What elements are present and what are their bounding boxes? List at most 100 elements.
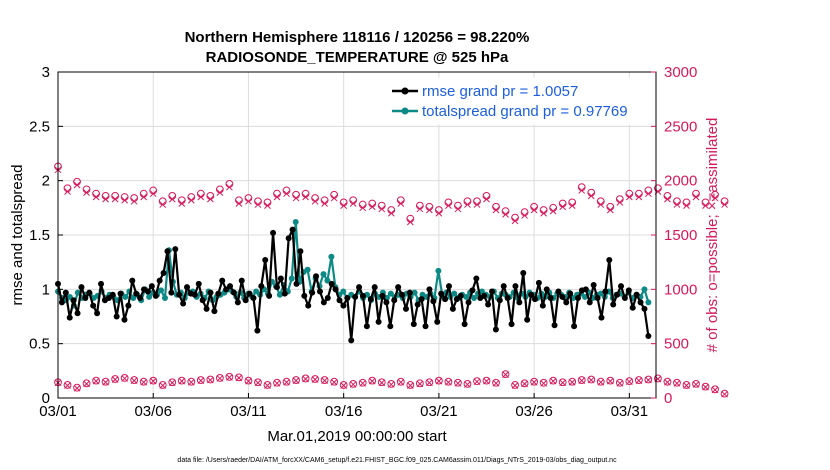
- obs-assimilated-point: [92, 193, 100, 201]
- rmse-point: [117, 290, 124, 297]
- obs-possible-point: [82, 379, 91, 388]
- rmse-point: [324, 295, 331, 302]
- obs-possible-point: [139, 377, 148, 386]
- obs-assimilated-point: [397, 378, 405, 386]
- obs-possible-point: [501, 370, 510, 378]
- rmse-point: [234, 299, 241, 306]
- totalspread-point: [324, 277, 331, 284]
- rmse-point: [430, 298, 437, 305]
- rmse-point: [289, 226, 296, 233]
- obs-possible-point: [168, 378, 177, 387]
- rmse-point: [133, 290, 140, 297]
- obs-assimilated-point: [102, 378, 109, 386]
- obs-assimilated-stroke: [64, 188, 71, 195]
- rmse-point: [246, 290, 253, 297]
- obs-assimilated-stroke: [349, 200, 357, 207]
- obs-assimilated-stroke: [530, 206, 538, 214]
- obs-assimilated-stroke: [645, 190, 652, 198]
- obs-assimilated-point: [207, 376, 214, 384]
- rmse-point: [531, 296, 538, 303]
- rmse-point: [395, 284, 402, 291]
- y-tick-label: 2: [42, 173, 50, 190]
- obs-assimilated-stroke: [464, 201, 471, 208]
- obs-possible-point: [615, 378, 624, 387]
- rmse-point: [148, 283, 155, 290]
- rmse-point: [485, 301, 492, 308]
- obs-assimilated-stroke: [492, 206, 500, 214]
- rmse-point: [168, 289, 175, 296]
- obs-assimilated-stroke: [692, 193, 700, 201]
- obs-possible-point: [263, 381, 272, 389]
- obs-assimilated-point: [435, 209, 443, 217]
- obs-assimilated-point: [111, 376, 119, 383]
- obs-assimilated-point: [426, 379, 433, 387]
- obs-assimilated-point: [321, 377, 328, 384]
- rmse-point: [387, 323, 394, 330]
- obs-assimilated-stroke: [330, 194, 338, 202]
- x-axis-label: Mar.01,2019 00:00:00 start: [267, 428, 447, 445]
- rmse-point: [348, 337, 355, 344]
- obs-assimilated-stroke: [597, 201, 605, 208]
- obs-possible-point: [682, 381, 691, 389]
- legend: rmse grand pr = 1.0057 totalspread grand…: [386, 77, 653, 125]
- obs-assimilated-point: [673, 201, 681, 208]
- obs-assimilated-point: [559, 379, 567, 387]
- rmse-point: [58, 299, 65, 306]
- obs-possible-point: [406, 381, 415, 389]
- obs-assimilated-stroke: [664, 195, 671, 203]
- obs-assimilated-point: [578, 377, 586, 384]
- obs-possible-point: [482, 376, 491, 385]
- obs-assimilated-point: [235, 200, 243, 207]
- rmse-point: [449, 305, 456, 312]
- y-right-tick-label: 500: [664, 336, 689, 353]
- obs-possible-point: [463, 379, 472, 388]
- obs-assimilated-stroke: [664, 378, 671, 386]
- obs-assimilated-stroke: [445, 378, 452, 386]
- obs-possible-point: [368, 376, 377, 385]
- obs-assimilated-point: [597, 201, 605, 208]
- rmse-point: [488, 288, 495, 295]
- obs-possible-point: [130, 376, 139, 384]
- totalspread-point: [161, 295, 168, 302]
- rmse-point: [422, 323, 429, 330]
- obs-assimilated-point: [721, 390, 728, 398]
- obs-assimilated-point: [359, 379, 367, 387]
- obs-assimilated-point: [197, 377, 205, 384]
- rmse-point: [575, 295, 582, 302]
- obs-assimilated-point: [378, 205, 386, 213]
- totalspread-point: [411, 289, 418, 296]
- obs-assimilated-point: [549, 377, 557, 385]
- obs-assimilated-point: [483, 195, 490, 203]
- rmse-point: [176, 291, 183, 298]
- obs-assimilated-point: [587, 376, 595, 384]
- obs-assimilated-stroke: [549, 207, 557, 215]
- obs-assimilated-stroke: [264, 202, 271, 210]
- obs-assimilated-point: [521, 380, 528, 388]
- obs-assimilated-point: [226, 183, 233, 191]
- rmse-point: [227, 283, 234, 290]
- obs-assimilated-stroke: [121, 375, 129, 382]
- obs-assimilated-stroke: [597, 378, 605, 386]
- rmse-point: [586, 299, 593, 306]
- rmse-point: [371, 284, 378, 291]
- rmse-point: [555, 288, 562, 295]
- rmse-point: [109, 291, 116, 298]
- obs-possible-point: [644, 375, 653, 384]
- obs-assimilated-stroke: [711, 194, 719, 202]
- obs-assimilated-stroke: [616, 199, 624, 206]
- obs-assimilated-stroke: [187, 196, 195, 204]
- obs-possible-point: [720, 197, 729, 206]
- obs-possible-point: [311, 375, 320, 383]
- obs-assimilated-point: [92, 377, 100, 385]
- obs-possible-point: [520, 379, 529, 388]
- obs-assimilated-point: [283, 190, 290, 198]
- obs-assimilated-point: [283, 378, 290, 386]
- obs-assimilated-point: [64, 188, 71, 195]
- obs-possible-point: [492, 378, 500, 387]
- y-right-tick-label: 1000: [664, 281, 697, 298]
- obs-assimilated-point: [73, 181, 81, 189]
- obs-assimilated-point: [454, 205, 462, 213]
- obs-assimilated-stroke: [330, 378, 338, 386]
- obs-assimilated-point: [73, 384, 81, 392]
- obs-possible-point: [711, 385, 719, 394]
